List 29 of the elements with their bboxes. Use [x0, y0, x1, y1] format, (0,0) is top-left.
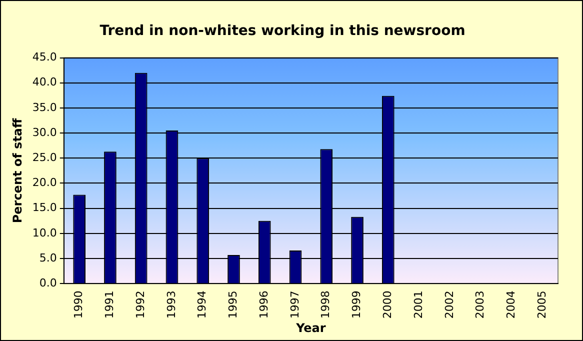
y-tick-label: 40.0 [32, 76, 57, 89]
y-tick-label: 30.0 [32, 126, 57, 139]
y-tick-label: 0.0 [39, 276, 57, 290]
x-tick-label: 1992 [134, 290, 147, 319]
y-axis-title: Percent of staff [10, 118, 24, 224]
y-tick-label: 35.0 [32, 100, 57, 114]
x-tick-label: 2001 [412, 290, 425, 319]
x-tick-label: 1995 [226, 290, 240, 319]
x-tick-label: 1993 [164, 290, 178, 319]
y-tick-label: 25.0 [32, 151, 57, 164]
y-tick-label: 10.0 [32, 226, 57, 240]
y-tick-label: 20.0 [32, 176, 57, 190]
x-tick-label: 2000 [381, 290, 394, 319]
x-tick-label: 2002 [442, 290, 456, 319]
x-axis-title: Year [295, 320, 326, 335]
x-tick-label: 2004 [504, 290, 518, 319]
x-tick-label: 2003 [474, 290, 487, 319]
y-tick-label: 15.0 [32, 201, 57, 214]
x-tick-label: 2005 [535, 290, 548, 319]
y-tick-label: 5.0 [39, 251, 57, 264]
x-tick-label: 1997 [288, 290, 302, 319]
x-tick-label: 1990 [72, 290, 86, 319]
y-tick-label: 45.0 [32, 50, 57, 64]
x-tick-label: 1994 [196, 290, 209, 319]
x-tick-label: 1999 [350, 290, 364, 319]
x-tick-label: 1991 [103, 290, 116, 319]
x-tick-label: 1998 [319, 290, 332, 319]
chart-title: Trend in non-whites working in this newsroom [100, 23, 466, 40]
x-tick-label: 1996 [257, 290, 270, 319]
